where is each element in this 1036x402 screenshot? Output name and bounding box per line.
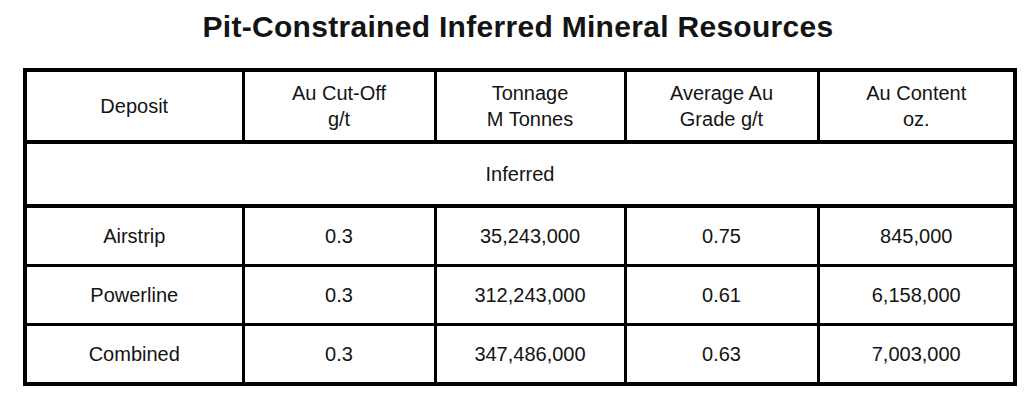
cell-tonnage: 35,243,000 bbox=[435, 206, 625, 266]
cell-content: 7,003,000 bbox=[818, 325, 1015, 385]
header-row: Deposit Au Cut-Off g/t Tonnage M Tonnes … bbox=[25, 70, 1015, 142]
section-label: Inferred bbox=[25, 142, 1015, 206]
cell-deposit: Airstrip bbox=[25, 206, 243, 266]
column-header-deposit: Deposit bbox=[25, 70, 243, 142]
cell-content: 845,000 bbox=[818, 206, 1015, 266]
cell-grade: 0.61 bbox=[625, 266, 818, 325]
cell-tonnage: 312,243,000 bbox=[435, 266, 625, 325]
cell-deposit: Combined bbox=[25, 325, 243, 385]
table-row-powerline: Powerline 0.3 312,243,000 0.61 6,158,000 bbox=[25, 266, 1015, 325]
cell-cutoff: 0.3 bbox=[243, 325, 435, 385]
column-header-cutoff: Au Cut-Off g/t bbox=[243, 70, 435, 142]
column-header-line: oz. bbox=[820, 106, 1014, 132]
cell-content: 6,158,000 bbox=[818, 266, 1015, 325]
cell-cutoff: 0.3 bbox=[243, 206, 435, 266]
column-header-line: Au Content bbox=[820, 80, 1014, 106]
column-header-line: g/t bbox=[245, 106, 434, 132]
column-header-line: Grade g/t bbox=[627, 106, 817, 132]
cell-grade: 0.63 bbox=[625, 325, 818, 385]
column-header-line: Average Au bbox=[627, 80, 817, 106]
cell-tonnage: 347,486,000 bbox=[435, 325, 625, 385]
column-header-grade: Average Au Grade g/t bbox=[625, 70, 818, 142]
column-header-content: Au Content oz. bbox=[818, 70, 1015, 142]
table-row-airstrip: Airstrip 0.3 35,243,000 0.75 845,000 bbox=[25, 206, 1015, 266]
cell-deposit: Powerline bbox=[25, 266, 243, 325]
section-row-inferred: Inferred bbox=[25, 142, 1015, 206]
column-header-tonnage: Tonnage M Tonnes bbox=[435, 70, 625, 142]
cell-cutoff: 0.3 bbox=[243, 266, 435, 325]
column-header-line: Deposit bbox=[27, 93, 242, 119]
column-header-line: M Tonnes bbox=[437, 106, 624, 132]
table-row-combined: Combined 0.3 347,486,000 0.63 7,003,000 bbox=[25, 325, 1015, 385]
mineral-resources-table: Deposit Au Cut-Off g/t Tonnage M Tonnes … bbox=[23, 68, 1017, 386]
column-header-line: Tonnage bbox=[437, 80, 624, 106]
column-header-line: Au Cut-Off bbox=[245, 80, 434, 106]
mineral-resources-figure: Pit-Constrained Inferred Mineral Resourc… bbox=[0, 0, 1036, 402]
page-title: Pit-Constrained Inferred Mineral Resourc… bbox=[0, 0, 1036, 44]
cell-grade: 0.75 bbox=[625, 206, 818, 266]
